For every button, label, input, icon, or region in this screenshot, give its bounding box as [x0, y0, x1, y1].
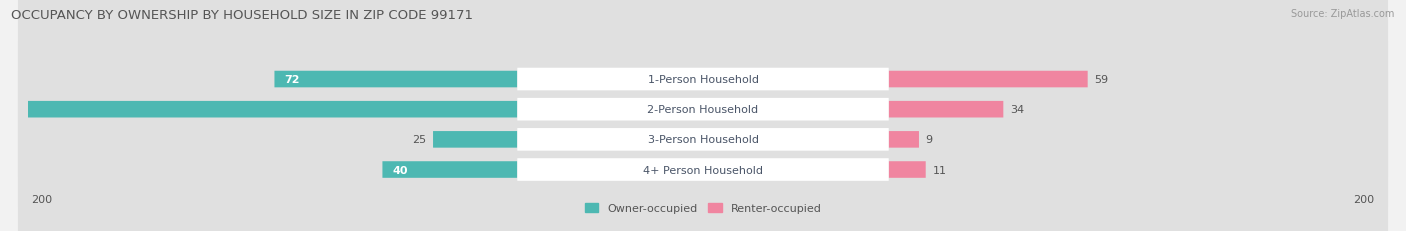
FancyBboxPatch shape: [889, 161, 925, 178]
Text: 40: 40: [392, 165, 408, 175]
Text: 4+ Person Household: 4+ Person Household: [643, 165, 763, 175]
FancyBboxPatch shape: [274, 71, 517, 88]
FancyBboxPatch shape: [0, 101, 517, 118]
FancyBboxPatch shape: [889, 71, 1088, 88]
Text: OCCUPANCY BY OWNERSHIP BY HOUSEHOLD SIZE IN ZIP CODE 99171: OCCUPANCY BY OWNERSHIP BY HOUSEHOLD SIZE…: [11, 9, 474, 22]
FancyBboxPatch shape: [18, 68, 1388, 231]
FancyBboxPatch shape: [889, 131, 920, 148]
Text: 11: 11: [932, 165, 946, 175]
FancyBboxPatch shape: [382, 161, 517, 178]
Text: 9: 9: [925, 135, 932, 145]
Legend: Owner-occupied, Renter-occupied: Owner-occupied, Renter-occupied: [581, 198, 825, 218]
Text: 200: 200: [31, 194, 52, 204]
FancyBboxPatch shape: [433, 131, 517, 148]
FancyBboxPatch shape: [889, 101, 1004, 118]
FancyBboxPatch shape: [517, 68, 889, 91]
FancyBboxPatch shape: [517, 98, 889, 121]
FancyBboxPatch shape: [18, 0, 1388, 181]
FancyBboxPatch shape: [18, 8, 1388, 211]
Text: 72: 72: [284, 75, 299, 85]
Text: 2-Person Household: 2-Person Household: [647, 105, 759, 115]
Text: Source: ZipAtlas.com: Source: ZipAtlas.com: [1291, 9, 1395, 19]
Text: 34: 34: [1010, 105, 1024, 115]
Text: 25: 25: [412, 135, 426, 145]
Text: 3-Person Household: 3-Person Household: [648, 135, 758, 145]
FancyBboxPatch shape: [517, 128, 889, 151]
FancyBboxPatch shape: [18, 38, 1388, 231]
Text: 200: 200: [1354, 194, 1375, 204]
Text: 59: 59: [1094, 75, 1108, 85]
Text: 1-Person Household: 1-Person Household: [648, 75, 758, 85]
FancyBboxPatch shape: [517, 158, 889, 181]
